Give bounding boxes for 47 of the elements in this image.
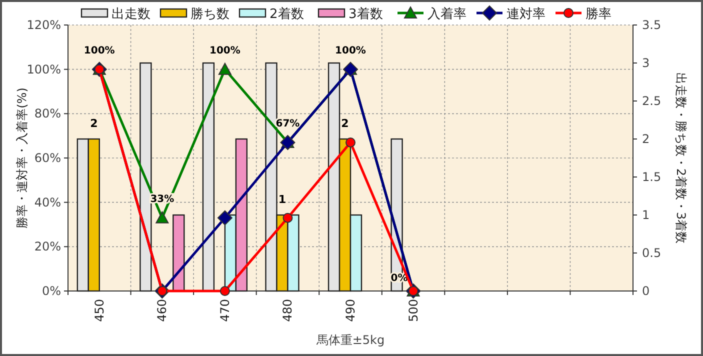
point <box>346 137 356 148</box>
y-axis-title: 勝率・連対率・入着率(%) <box>15 88 29 228</box>
data-label: 100% <box>335 45 366 56</box>
y2-tick-label: 2 <box>642 132 650 146</box>
data-label: 2 <box>341 117 349 130</box>
data-label: 2 <box>90 117 98 130</box>
bar <box>140 62 152 292</box>
x-tick-label: 470 <box>218 299 232 322</box>
y-tick-label: 100% <box>26 62 61 76</box>
legend-label: 入着率 <box>428 6 466 22</box>
legend-label: 2着数 <box>270 6 304 22</box>
bar <box>235 138 248 292</box>
y2-tick-label: 3 <box>642 56 650 70</box>
legend-label: 勝ち数 <box>190 7 230 22</box>
y2-tick-label: 0.5 <box>642 246 662 260</box>
point <box>218 62 232 75</box>
y-tick-label: 0% <box>42 284 61 298</box>
point <box>282 212 293 223</box>
bar <box>172 214 185 292</box>
y2-tick-label: 3.5 <box>642 18 662 32</box>
y-tick-label: 80% <box>34 106 61 121</box>
legend-label: 勝率 <box>586 6 612 22</box>
x-tick-label: 480 <box>280 299 295 322</box>
y-tick-label: 120% <box>26 18 61 32</box>
legend-label: 出走数 <box>112 7 150 22</box>
y2-tick-label: 1 <box>642 208 650 222</box>
y2-tick-label: 0 <box>642 284 650 298</box>
point <box>156 211 169 224</box>
y-tick-label: 40% <box>34 195 61 210</box>
x-tick-label: 490 <box>344 299 358 322</box>
point <box>217 210 232 226</box>
y-tick-label: 60% <box>34 151 61 165</box>
bar <box>202 62 215 292</box>
point <box>220 286 230 296</box>
data-label: 1 <box>278 193 286 206</box>
y2-axis-title: 出走数・勝ち数・2着数・3着数 <box>674 72 688 244</box>
x-tick-label: 500 <box>406 299 420 322</box>
data-label: 100% <box>209 45 240 56</box>
x-tick-label: 460 <box>155 299 170 322</box>
y2-tick-label: 2.5 <box>642 94 662 108</box>
legend-label: 3着数 <box>348 6 383 22</box>
legend-label: 連対率 <box>506 6 546 22</box>
y2-tick-label: 1.5 <box>642 170 662 184</box>
x-axis-title: 馬体重±5kg <box>315 333 385 347</box>
data-label: 100% <box>84 45 115 56</box>
x-tick-label: 450 <box>92 299 106 322</box>
y-tick-label: 20% <box>34 240 61 254</box>
